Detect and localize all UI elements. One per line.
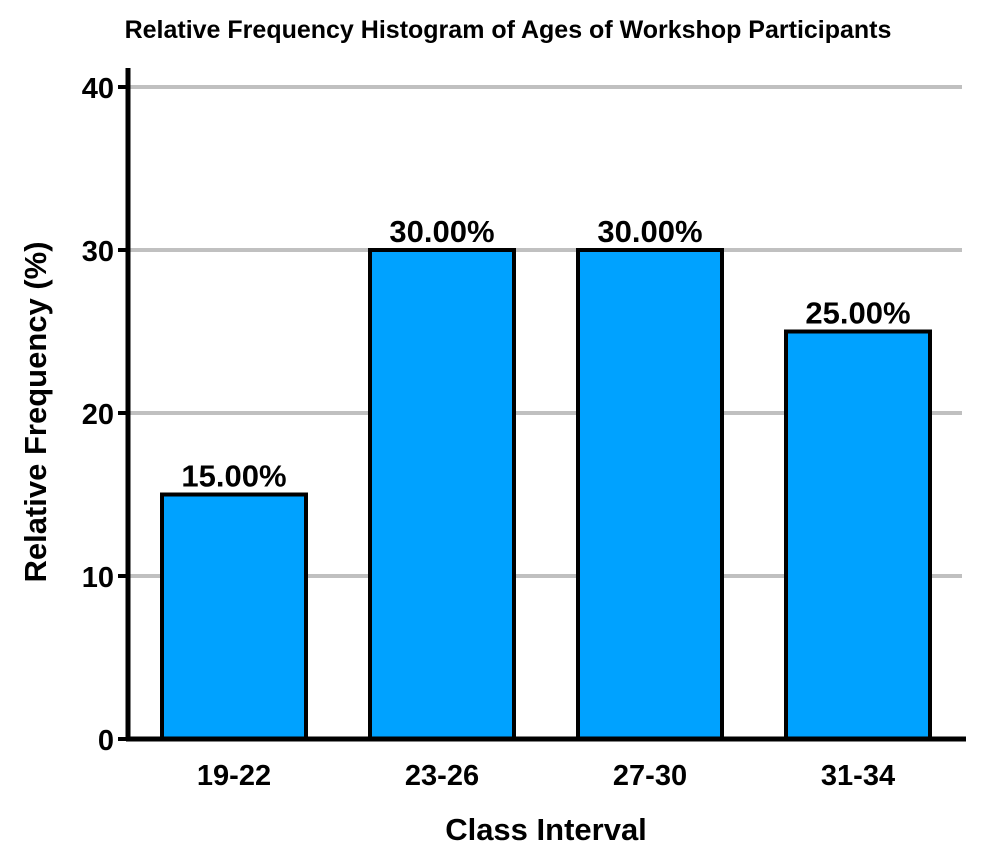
bar-23-26: [368, 248, 516, 741]
y-tick-label: 40: [82, 73, 114, 105]
bar-31-34: [784, 329, 932, 741]
data-label: 15.00%: [181, 459, 286, 494]
axes: [125, 68, 966, 742]
data-labels: 15.00% 30.00% 30.00% 25.00%: [181, 214, 910, 494]
x-axis-label: Class Interval: [445, 812, 647, 847]
y-axis-label: Relative Frequency (%): [18, 241, 53, 582]
x-tick-label: 27-30: [613, 760, 687, 792]
data-label: 25.00%: [805, 296, 910, 331]
x-tick-label: 31-34: [821, 760, 895, 792]
data-label: 30.00%: [597, 214, 702, 249]
y-tick-label: 30: [82, 236, 114, 268]
data-label: 30.00%: [389, 214, 494, 249]
y-tick-label: 0: [98, 725, 114, 757]
y-ticks: 0 10 20 30 40: [82, 73, 128, 757]
x-category-labels: 19-22 23-26 27-30 31-34: [197, 760, 895, 792]
x-tick-label: 23-26: [405, 760, 479, 792]
y-tick-label: 20: [82, 399, 114, 431]
x-tick-label: 19-22: [197, 760, 271, 792]
y-tick-label: 10: [82, 562, 114, 594]
bar-19-22: [160, 492, 308, 741]
chart-title: Relative Frequency Histogram of Ages of …: [125, 16, 892, 44]
bar-27-30: [576, 248, 724, 741]
